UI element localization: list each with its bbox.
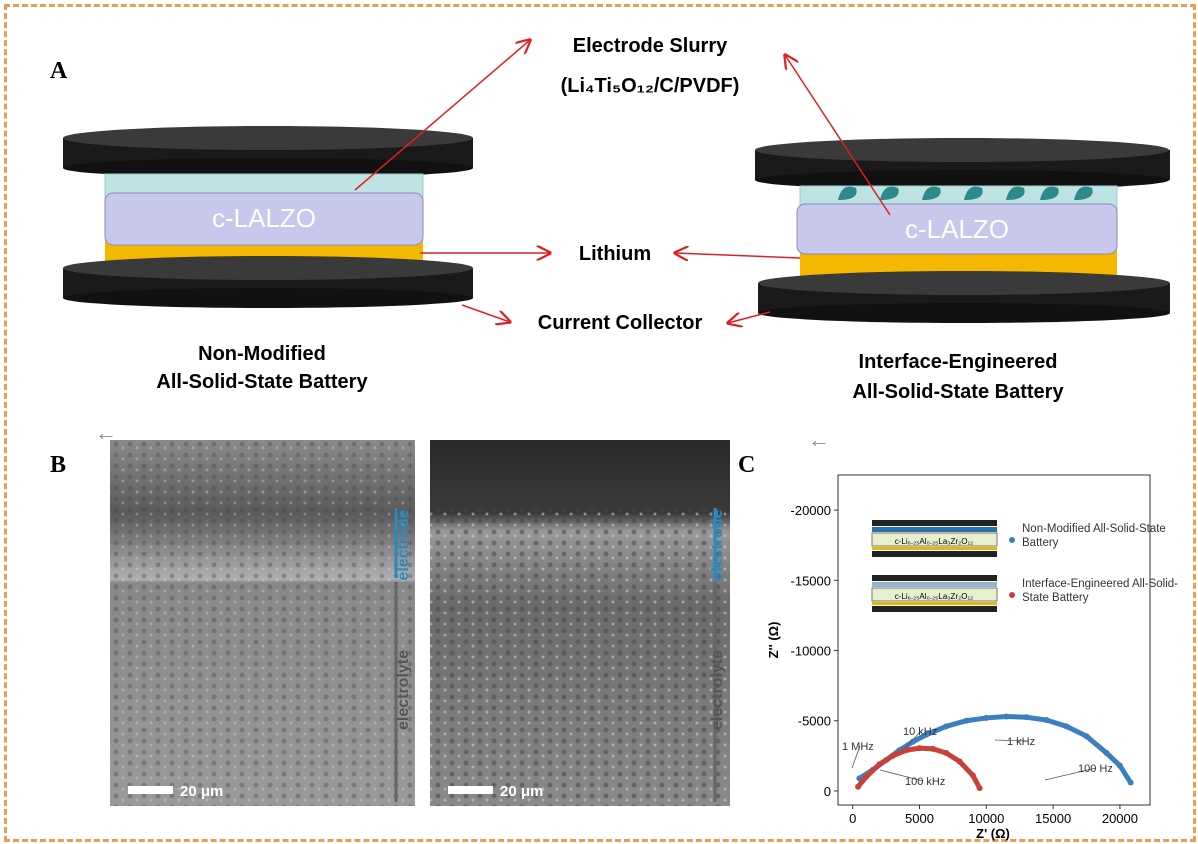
y-tick-label: -20000: [791, 503, 831, 518]
point: [1128, 780, 1134, 786]
y-axis-label: Z'' (Ω): [766, 622, 781, 659]
electrode-label: electrode: [709, 509, 726, 580]
caption: Interface-Engineered: [859, 351, 1058, 373]
right-cell: c-LALZO: [755, 138, 1170, 323]
point: [930, 746, 936, 752]
electrolyte-label: electrolyte: [709, 650, 726, 730]
electrolyte-label: c-LALZO: [905, 214, 1009, 244]
lithium-label: Lithium: [579, 243, 651, 265]
x-tick-label: 15000: [1035, 811, 1071, 826]
annotation: 100 kHz: [905, 776, 945, 788]
scale-bar: 20 μm: [500, 783, 543, 800]
legend-label: Non-Modified All-Solid-State Battery: [1022, 522, 1182, 550]
point: [903, 747, 909, 753]
scale-bar: 20 μm: [180, 783, 223, 800]
caption: All-Solid-State Battery: [852, 381, 1064, 403]
point: [943, 750, 949, 756]
legend-marker: [1009, 537, 1015, 543]
figure: A c-LALZO c-LALZO Electrode Slurry (Li₄T…: [0, 0, 1198, 844]
svg-text:←: ←: [808, 427, 830, 452]
legend-marker: [1009, 592, 1015, 598]
electrode-label: electrode: [395, 509, 412, 580]
point: [1104, 750, 1110, 756]
point: [1043, 717, 1049, 723]
annotation: 10 kHz: [903, 726, 937, 738]
y-tick-label: -15000: [791, 573, 831, 588]
caption: All-Solid-State Battery: [156, 371, 368, 393]
panel-label: B: [50, 452, 66, 478]
point: [1084, 733, 1090, 739]
annotation: 1 MHz: [842, 741, 874, 753]
y-tick-label: -5000: [798, 714, 831, 729]
figure-svg: A c-LALZO c-LALZO Electrode Slurry (Li₄T…: [0, 0, 1198, 844]
inset-label: c-Li₆.₂₅Al₀.₂₅La₃Zr₂O₁₂: [895, 592, 974, 601]
inset-label: c-Li₆.₂₅Al₀.₂₅La₃Zr₂O₁₂: [895, 537, 974, 546]
point: [957, 758, 963, 764]
point: [863, 774, 869, 780]
point: [1003, 714, 1009, 720]
point: [963, 718, 969, 724]
caption: Non-Modified: [198, 343, 326, 365]
point: [1023, 714, 1029, 720]
left-cell: c-LALZO: [63, 126, 473, 308]
collector-label: Current Collector: [538, 312, 703, 334]
point: [970, 773, 976, 779]
x-tick-label: 10000: [968, 811, 1004, 826]
x-tick-label: 5000: [905, 811, 934, 826]
annotation: 100 Hz: [1078, 763, 1113, 775]
electrolyte-label: electrolyte: [395, 650, 412, 730]
point: [977, 785, 983, 791]
point: [890, 753, 896, 759]
panel-a: A c-LALZO c-LALZO Electrode Slurry (Li₄T…: [50, 35, 1170, 403]
x-tick-label: 0: [849, 811, 856, 826]
point: [943, 723, 949, 729]
point: [855, 784, 861, 790]
annotation: 1 kHz: [1007, 736, 1035, 748]
slurry-formula: (Li₄Ti₅O₁₂/C/PVDF): [561, 75, 740, 97]
panel-b: ←← B electrode electrolyte electrode ele…: [50, 420, 830, 806]
point: [1117, 763, 1123, 769]
point: [1063, 723, 1069, 729]
point: [917, 745, 923, 751]
panel-label: A: [50, 58, 68, 84]
x-tick-label: 20000: [1102, 811, 1138, 826]
point: [876, 761, 882, 767]
slurry-title: Electrode Slurry: [573, 35, 728, 57]
point: [983, 715, 989, 721]
electrolyte-label: c-LALZO: [212, 203, 316, 233]
panel-label: C: [738, 452, 755, 478]
y-tick-label: -10000: [791, 644, 831, 659]
x-axis-label: Z' (Ω): [976, 826, 1010, 841]
legend-label: Interface-Engineered All-Solid-State Bat…: [1022, 577, 1182, 605]
y-tick-label: 0: [824, 784, 831, 799]
